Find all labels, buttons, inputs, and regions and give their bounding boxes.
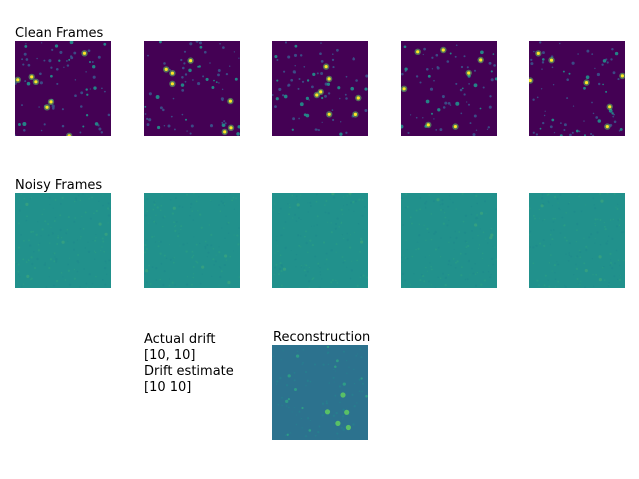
clean-frame-5 [529, 41, 625, 136]
clean-frame-4 [401, 41, 497, 136]
noisy-frame-1 [15, 193, 111, 288]
drift-text-actual-label: Actual drift [144, 332, 216, 347]
drift-text-estimate-label: Drift estimate [144, 364, 234, 379]
noisy-frame-3 [272, 193, 368, 288]
clean-frame-3 [272, 41, 368, 136]
drift-text-estimate-value: [10 10] [144, 380, 192, 395]
noisy-frames-title: Noisy Frames [15, 178, 103, 193]
clean-frame-1 [15, 41, 111, 136]
noisy-frame-2 [144, 193, 240, 288]
noisy-frame-5 [529, 193, 625, 288]
drift-text-actual-value: [10, 10] [144, 348, 196, 363]
clean-frame-2 [144, 41, 240, 136]
reconstruction-title: Reconstruction [273, 330, 371, 345]
clean-frames-title: Clean Frames [15, 26, 104, 41]
noisy-frame-4 [401, 193, 497, 288]
reconstruction-image [272, 345, 368, 440]
